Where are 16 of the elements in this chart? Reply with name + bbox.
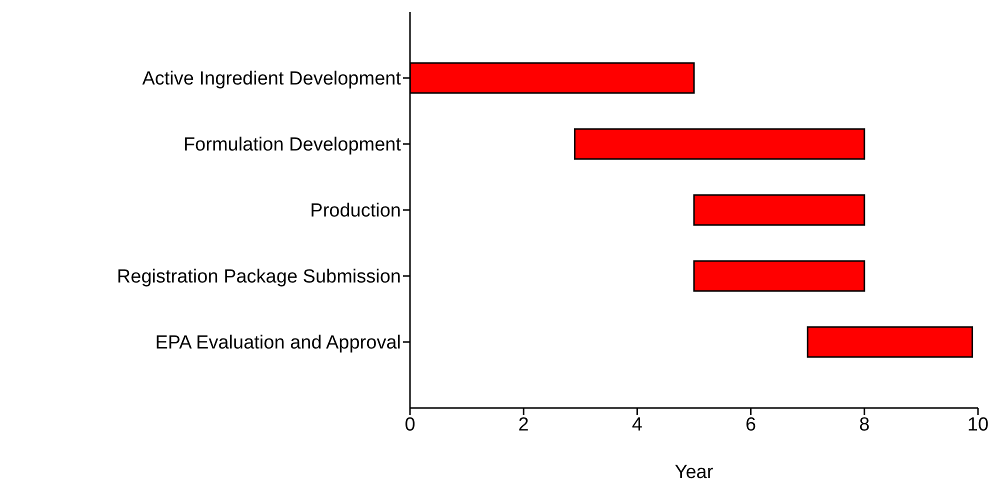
x-tick-label: 8 [859,414,870,436]
bar [693,260,866,292]
x-tick-label: 10 [967,414,989,436]
x-tick-label: 0 [404,414,416,436]
bar [693,194,866,226]
bar [574,128,866,160]
y-tick-label: EPA Evaluation and Approval [155,332,401,354]
x-tick-label: 4 [632,414,643,436]
y-tick-label: Registration Package Submission [116,266,401,288]
x-tick-label: 6 [746,414,756,436]
bar [806,326,974,358]
y-tick-label: Formulation Development [183,134,402,156]
y-tick-label: Active Ingredient Development [142,68,402,90]
x-tick-label: 2 [518,414,529,436]
y-tick-label: Production [310,200,401,222]
x-axis-title: Year [674,462,714,483]
